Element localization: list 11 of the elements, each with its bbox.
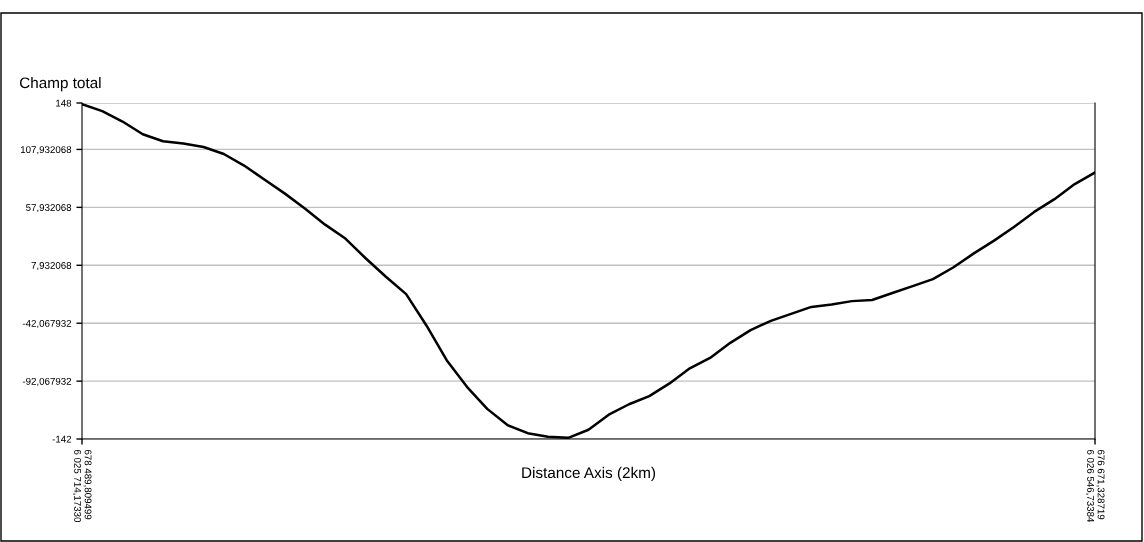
- x-tick-label: 676 671,328719 6 026 546,73384: [1086, 449, 1105, 523]
- y-tick-label: -92,067932: [22, 377, 72, 386]
- y-tick-label: 57,932068: [26, 204, 72, 213]
- y-tick-label: 7,932068: [31, 262, 72, 271]
- x-tick-label: 678 489,809499 6 025 714,17330: [73, 449, 92, 523]
- y-tick-label: -42,067932: [22, 319, 72, 328]
- y-axis-title: Champ total: [19, 77, 101, 92]
- y-tick-label: 107,932068: [20, 146, 72, 155]
- y-tick-label: 148: [56, 99, 72, 107]
- x-axis-title: Distance Axis (2km): [522, 466, 656, 482]
- y-tick-label: -142: [52, 435, 72, 443]
